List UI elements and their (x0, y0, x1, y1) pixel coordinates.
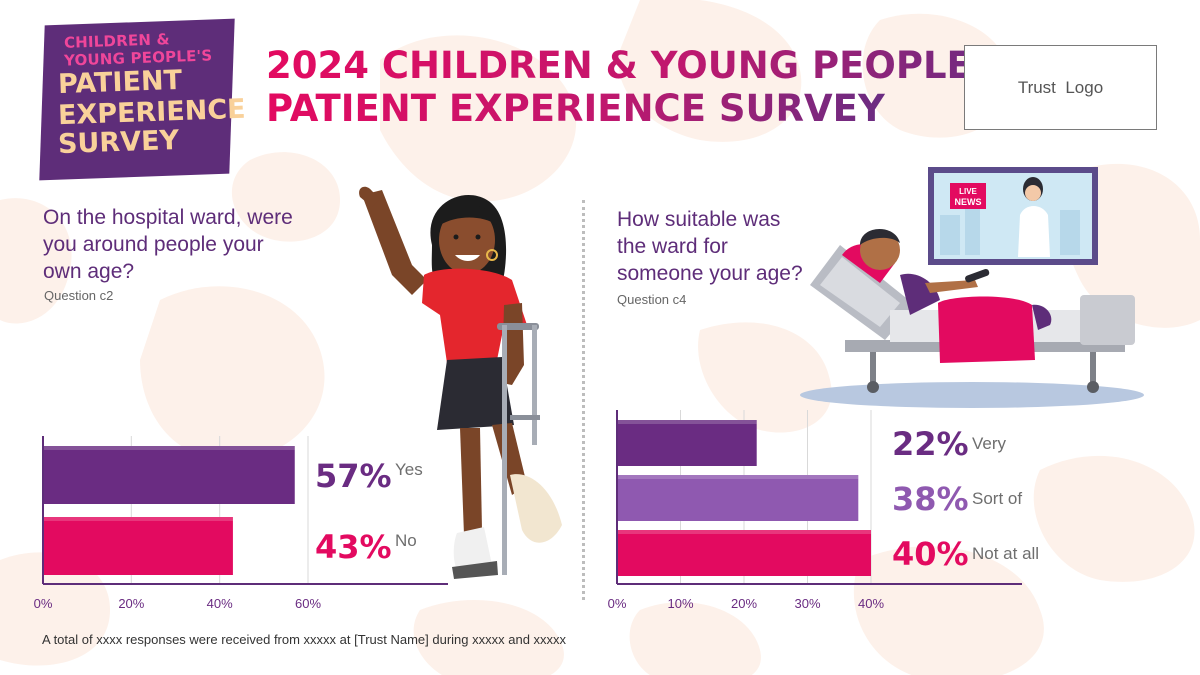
page-title-line-2: PATIENT EXPERIENCE SURVEY (266, 87, 885, 130)
hospital-bed-illustration: LIVE NEWS (800, 167, 1144, 408)
section-divider (582, 200, 585, 600)
right-question-line-3: someone your age? (617, 262, 803, 285)
left-chart-tick-label: 0% (34, 596, 53, 611)
left-chart-category-label: Yes (395, 460, 423, 479)
left-chart-value-label: 43% (315, 528, 392, 566)
right-question-number: Question c4 (617, 292, 687, 307)
right-question-line-1: How suitable was (617, 208, 781, 231)
left-question-number: Question c2 (44, 288, 114, 303)
right-question: How suitable was the ward for someone yo… (617, 206, 803, 287)
left-chart-tick-label: 40% (207, 596, 233, 611)
girl-with-crutch-illustration (359, 186, 562, 579)
left-chart-bar-highlight (43, 517, 233, 521)
right-question-line-2: the ward for (617, 235, 728, 258)
left-chart-bar-highlight (43, 446, 295, 450)
svg-text:NEWS: NEWS (955, 197, 982, 207)
footer-note: A total of xxxx responses were received … (42, 632, 567, 647)
left-question-line-2: you around people your (43, 233, 264, 256)
trust-logo-placeholder: Trust Logo (964, 45, 1157, 130)
trust-logo-text: Trust Logo (1017, 77, 1104, 97)
page-title-line-1: 2024 CHILDREN & YOUNG PEOPLE'S (266, 44, 1010, 87)
left-chart-value-label: 57% (315, 457, 392, 495)
left-chart-tick-label: 20% (118, 596, 144, 611)
left-chart-category-label: No (395, 531, 417, 550)
left-chart-tick-label: 60% (295, 596, 321, 611)
left-question: On the hospital ward, were you around pe… (43, 204, 293, 285)
svg-text:LIVE: LIVE (959, 187, 977, 196)
left-question-line-3: own age? (43, 260, 135, 283)
left-question-line-1: On the hospital ward, were (43, 206, 293, 229)
left-chart-bar (43, 517, 233, 575)
left-chart-bar (43, 446, 295, 504)
